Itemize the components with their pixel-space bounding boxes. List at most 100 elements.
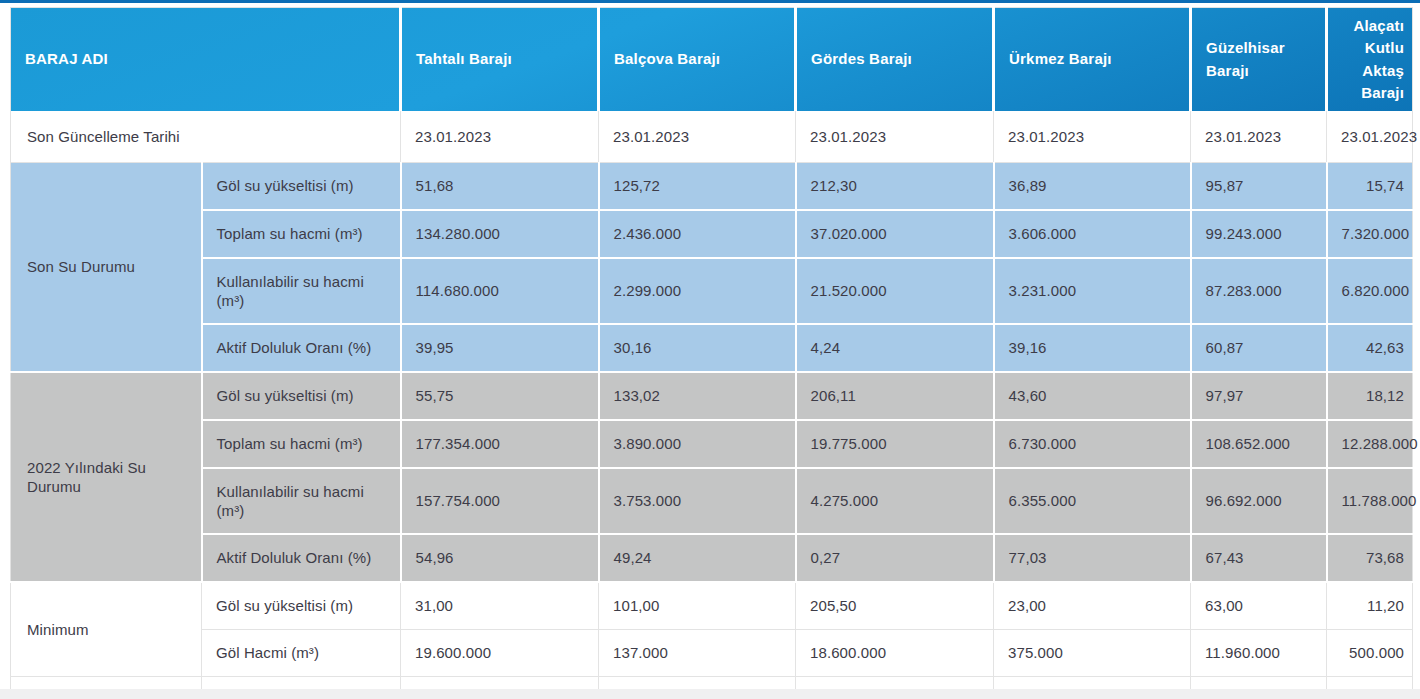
top-accent-bar xyxy=(0,0,1420,3)
cell-value: 87.283.000 xyxy=(1191,258,1327,324)
cell-value: 97,97 xyxy=(1191,372,1327,420)
cell-value: 15,74 xyxy=(1327,163,1413,211)
row-label: Göl Hacmi (m³) xyxy=(202,630,401,677)
cell-value: 7.320.000 xyxy=(1327,210,1413,258)
cell-value: 133,02 xyxy=(599,372,796,420)
table-row: Toplam su hacmi (m³) 177.354.000 3.890.0… xyxy=(11,420,1413,468)
cell-value: 67,43 xyxy=(1191,534,1327,582)
cell-value: 30,16 xyxy=(599,324,796,372)
cell-value: 0,27 xyxy=(796,534,994,582)
table-row: Aktif Doluluk Oranı (%) 54,96 49,24 0,27… xyxy=(11,534,1413,582)
cell-value: 134.280.000 xyxy=(401,210,599,258)
cell-value: 3.231.000 xyxy=(994,258,1191,324)
cell-value: 39,16 xyxy=(994,324,1191,372)
table-header-row: BARAJ ADI Tahtalı Barajı Balçova Barajı … xyxy=(11,8,1413,112)
cell-value: 49,24 xyxy=(599,534,796,582)
table-row: Toplam su hacmi (m³) 134.280.000 2.436.0… xyxy=(11,210,1413,258)
cell-value: 23.01.2023 xyxy=(1327,111,1413,163)
cell-value: 37.020.000 xyxy=(796,210,994,258)
column-header-guzelhisar: Güzelhisar Barajı xyxy=(1191,8,1327,112)
cell-value: 42,63 xyxy=(1327,324,1413,372)
cell-value: 101,00 xyxy=(599,582,796,630)
cell-value: 39,95 xyxy=(401,324,599,372)
cell-value: 77,03 xyxy=(994,534,1191,582)
column-header-tahtali: Tahtalı Barajı xyxy=(401,8,599,112)
cell-value: 114.680.000 xyxy=(401,258,599,324)
cell-value: 157.754.000 xyxy=(401,468,599,534)
cell-value: 60,87 xyxy=(1191,324,1327,372)
column-header-gordes: Gördes Barajı xyxy=(796,8,994,112)
row-label: Göl su yükseltisi (m) xyxy=(202,372,401,420)
cell-value: 18,12 xyxy=(1327,372,1413,420)
cell-value: 3.753.000 xyxy=(599,468,796,534)
cell-value: 99.243.000 xyxy=(1191,210,1327,258)
table-row: Son Su Durumu Göl su yükseltisi (m) 51,6… xyxy=(11,163,1413,211)
cell-value: 23.01.2023 xyxy=(599,111,796,163)
row-label: Son Güncelleme Tarihi xyxy=(11,111,401,163)
cell-value: 3.606.000 xyxy=(994,210,1191,258)
row-label: Kullanılabilir su hacmi (m³) xyxy=(202,258,401,324)
cell-value: 4,24 xyxy=(796,324,994,372)
cell-value: 11,20 xyxy=(1327,582,1413,630)
cell-value: 23.01.2023 xyxy=(1191,111,1327,163)
cell-value: 212,30 xyxy=(796,163,994,211)
cell-value: 19.775.000 xyxy=(796,420,994,468)
table-row: 2022 Yılındaki Su Durumu Göl su yükselti… xyxy=(11,372,1413,420)
cell-value: 6.355.000 xyxy=(994,468,1191,534)
cell-value: 3.890.000 xyxy=(599,420,796,468)
cell-value: 177.354.000 xyxy=(401,420,599,468)
page: BARAJ ADI Tahtalı Barajı Balçova Barajı … xyxy=(0,0,1420,699)
table-row: Kullanılabilir su hacmi (m³) 157.754.000… xyxy=(11,468,1413,534)
cell-value: 205,50 xyxy=(796,582,994,630)
cell-value: 4.275.000 xyxy=(796,468,994,534)
cell-value: 2.436.000 xyxy=(599,210,796,258)
cell-value: 43,60 xyxy=(994,372,1191,420)
dam-status-table: BARAJ ADI Tahtalı Barajı Balçova Barajı … xyxy=(10,7,1413,699)
cell-value: 21.520.000 xyxy=(796,258,994,324)
cell-value: 63,00 xyxy=(1191,582,1327,630)
cell-value: 11.960.000 xyxy=(1191,630,1327,677)
row-label: Toplam su hacmi (m³) xyxy=(202,210,401,258)
cell-value: 137.000 xyxy=(599,630,796,677)
cell-value: 23,00 xyxy=(994,582,1191,630)
cell-value: 23.01.2023 xyxy=(401,111,599,163)
cell-value: 73,68 xyxy=(1327,534,1413,582)
section-label-minimum: Minimum xyxy=(11,582,202,677)
table-row: Kullanılabilir su hacmi (m³) 114.680.000… xyxy=(11,258,1413,324)
row-label: Aktif Doluluk Oranı (%) xyxy=(202,324,401,372)
cell-value: 31,00 xyxy=(401,582,599,630)
cell-value: 6.820.000 xyxy=(1327,258,1413,324)
row-label: Aktif Doluluk Oranı (%) xyxy=(202,534,401,582)
column-header-urkmez: Ürkmez Barajı xyxy=(994,8,1191,112)
table-row: Minimum Göl su yükseltisi (m) 31,00 101,… xyxy=(11,582,1413,630)
cell-value: 206,11 xyxy=(796,372,994,420)
cell-value: 36,89 xyxy=(994,163,1191,211)
cell-value: 375.000 xyxy=(994,630,1191,677)
table-row: Göl Hacmi (m³) 19.600.000 137.000 18.600… xyxy=(11,630,1413,677)
update-date-row: Son Güncelleme Tarihi 23.01.2023 23.01.2… xyxy=(11,111,1413,163)
section-label-2022: 2022 Yılındaki Su Durumu xyxy=(11,372,202,582)
column-header-baraj-adi: BARAJ ADI xyxy=(11,8,401,112)
bottom-strip xyxy=(0,689,1420,699)
row-label: Göl su yükseltisi (m) xyxy=(202,163,401,211)
cell-value: 6.730.000 xyxy=(994,420,1191,468)
cell-value: 108.652.000 xyxy=(1191,420,1327,468)
cell-value: 500.000 xyxy=(1327,630,1413,677)
cell-value: 51,68 xyxy=(401,163,599,211)
cell-value: 11.788.000 xyxy=(1327,468,1413,534)
row-label: Kullanılabilir su hacmi (m³) xyxy=(202,468,401,534)
cell-value: 95,87 xyxy=(1191,163,1327,211)
row-label: Toplam su hacmi (m³) xyxy=(202,420,401,468)
cell-value: 125,72 xyxy=(599,163,796,211)
cell-value: 55,75 xyxy=(401,372,599,420)
cell-value: 23.01.2023 xyxy=(796,111,994,163)
table-row: Aktif Doluluk Oranı (%) 39,95 30,16 4,24… xyxy=(11,324,1413,372)
column-header-alacati: Alaçatı Kutlu Aktaş Barajı xyxy=(1327,8,1413,112)
cell-value: 19.600.000 xyxy=(401,630,599,677)
row-label: Göl su yükseltisi (m) xyxy=(202,582,401,630)
cell-value: 18.600.000 xyxy=(796,630,994,677)
cell-value: 23.01.2023 xyxy=(994,111,1191,163)
cell-value: 12.288.000 xyxy=(1327,420,1413,468)
section-label-son-su-durumu: Son Su Durumu xyxy=(11,163,202,373)
cell-value: 54,96 xyxy=(401,534,599,582)
